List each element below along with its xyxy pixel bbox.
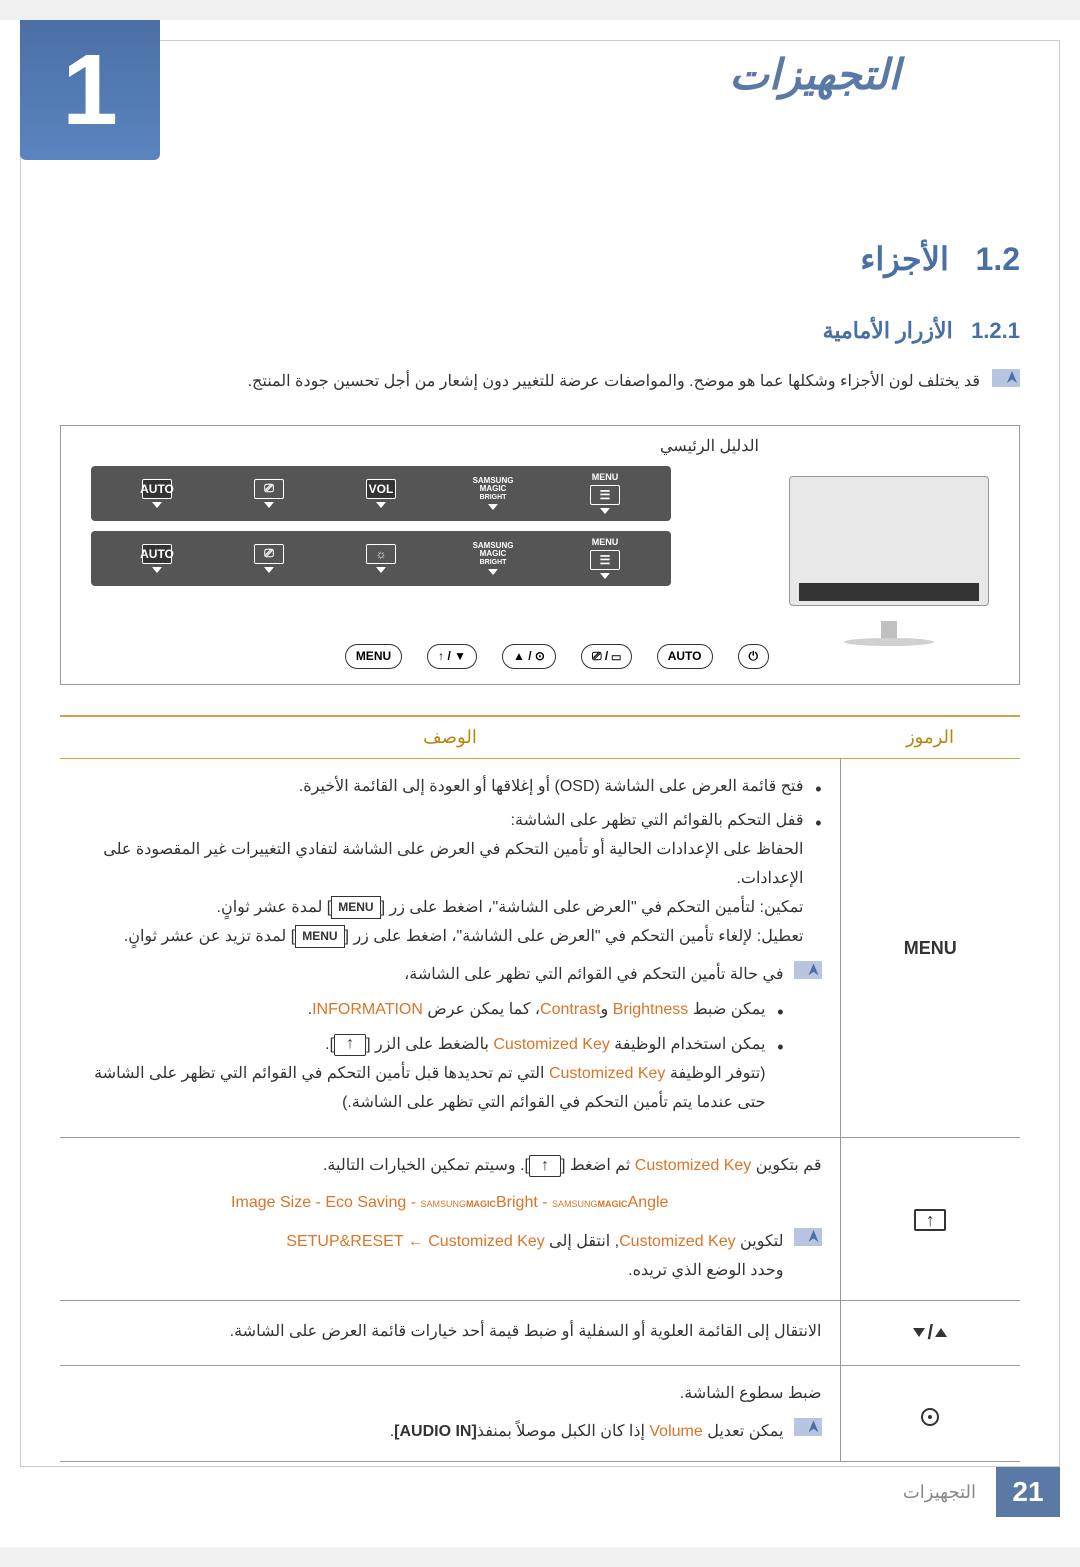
row1-li2: قفل التحكم بالقوائم التي تظهر على الشاشة…	[78, 807, 822, 951]
source-button-2: ⎚	[224, 544, 314, 573]
vol-button: VOL	[336, 479, 426, 508]
row1-li1: فتح قائمة العرض على الشاشة (OSD) أو إغلا…	[78, 773, 822, 802]
source-button: ⎚	[224, 479, 314, 508]
monitor-base	[844, 638, 934, 646]
chapter-title: التجهيزات	[729, 50, 900, 99]
symbol-custom: ↑	[840, 1138, 1020, 1300]
bright-button: SAMSUNG MAGIC BRIGHT	[448, 477, 538, 510]
content: 1 التجهيزات 1.2 الأجزاء 1.2.1 الأزرار ال…	[0, 20, 1080, 1547]
top-note: قد يختلف لون الأجزاء وشكلها عما هو موضح.…	[60, 369, 1020, 395]
table-row-custom: ↑ قم بتكوين Customized Key ثم اضغط [↑]. …	[60, 1138, 1020, 1300]
pill-source: ⎚ / ▭	[581, 644, 632, 669]
footer: 21 التجهيزات	[903, 1467, 1060, 1517]
subsection-number: 1.2.1	[971, 318, 1020, 343]
header-symbols: الرموز	[840, 716, 1020, 759]
footer-label: التجهيزات	[903, 1482, 976, 1503]
diagram: الدليل الرئيسي MENU ☰ SAMSUNG MAGIC	[60, 425, 1020, 685]
pill-bright: ▲ / ⊙	[502, 644, 556, 669]
button-strip-1: MENU ☰ SAMSUNG MAGIC BRIGHT VOL	[91, 466, 671, 521]
row1-note-li1: يمكن ضبط Brightness وContrast، كما يمكن …	[78, 996, 784, 1025]
auto-button: AUTO	[112, 479, 202, 508]
diagram-caption: الدليل الرئيسي	[660, 436, 759, 456]
subsection-title: الأزرار الأمامية	[823, 318, 953, 343]
button-strip-2: MENU ☰ SAMSUNG MAGIC BRIGHT ☼	[91, 531, 671, 586]
pill-power: ⏻	[738, 644, 770, 669]
row1-note: في حالة تأمين التحكم في القوائم التي تظه…	[78, 961, 822, 1123]
section-number: 1.2	[976, 241, 1020, 277]
table-row-menu: MENU فتح قائمة العرض على الشاشة (OSD) أو…	[60, 758, 1020, 1138]
page-number: 21	[996, 1467, 1060, 1517]
section-heading: 1.2 الأجزاء	[60, 240, 1020, 278]
table-row-brightness: ضبط سطوع الشاشة. يمكن تعديل Volume إذا ك…	[60, 1365, 1020, 1462]
table-row-updown: / الانتقال إلى القائمة العلوية أو السفلي…	[60, 1300, 1020, 1365]
note-icon	[992, 369, 1020, 387]
row2-options: Image Size - Eco Saving - SAMSUNGMAGICBr…	[78, 1189, 822, 1218]
chapter-number: 1	[20, 20, 160, 160]
section-title: الأجزاء	[860, 241, 949, 277]
auto-button-2: AUTO	[112, 544, 202, 573]
note-text: قد يختلف لون الأجزاء وشكلها عما هو موضح.…	[248, 369, 980, 395]
desc-menu: فتح قائمة العرض على الشاشة (OSD) أو إغلا…	[60, 758, 840, 1138]
menu-button: MENU ☰	[560, 472, 650, 514]
pill-auto: AUTO	[657, 644, 713, 669]
pill-custom: ↑ / ▼	[427, 644, 477, 669]
desc-custom: قم بتكوين Customized Key ثم اضغط [↑]. وس…	[60, 1138, 840, 1300]
bright-button-2: SAMSUNG MAGIC BRIGHT	[448, 542, 538, 575]
row1-note-li2: يمكن استخدام الوظيفة Customized Key بالض…	[78, 1031, 784, 1117]
brightness-button: ☼	[336, 544, 426, 573]
symbol-brightness	[840, 1365, 1020, 1462]
menu-button-2: MENU ☰	[560, 537, 650, 579]
button-legend-row: MENU ↑ / ▼ ▲ / ⊙ ⎚ / ▭ AUTO ⏻	[345, 644, 769, 669]
document-page: 1 التجهيزات 1.2 الأجزاء 1.2.1 الأزرار ال…	[0, 20, 1080, 1547]
note-icon	[794, 1228, 822, 1246]
buttons-table: الرموز الوصف MENU فتح قائمة العرض على ال…	[60, 715, 1020, 1463]
header-desc: الوصف	[60, 716, 840, 759]
subsection-heading: 1.2.1 الأزرار الأمامية	[60, 318, 1020, 344]
pill-menu: MENU	[345, 644, 402, 669]
symbol-updown: /	[840, 1300, 1020, 1365]
chapter-banner: 1 التجهيزات	[0, 20, 1080, 160]
symbol-menu: MENU	[840, 758, 1020, 1138]
note-icon	[794, 961, 822, 979]
desc-brightness: ضبط سطوع الشاشة. يمكن تعديل Volume إذا ك…	[60, 1365, 840, 1462]
row2-note: لتكوين Customized Key, انتقل إلى SETUP&R…	[78, 1228, 822, 1286]
monitor-illustration	[789, 476, 989, 646]
desc-updown: الانتقال إلى القائمة العلوية أو السفلية …	[60, 1300, 840, 1365]
row4-note: يمكن تعديل Volume إذا كان الكبل موصلاً ب…	[78, 1418, 822, 1447]
note-icon	[794, 1418, 822, 1436]
monitor-bezel	[799, 583, 979, 601]
